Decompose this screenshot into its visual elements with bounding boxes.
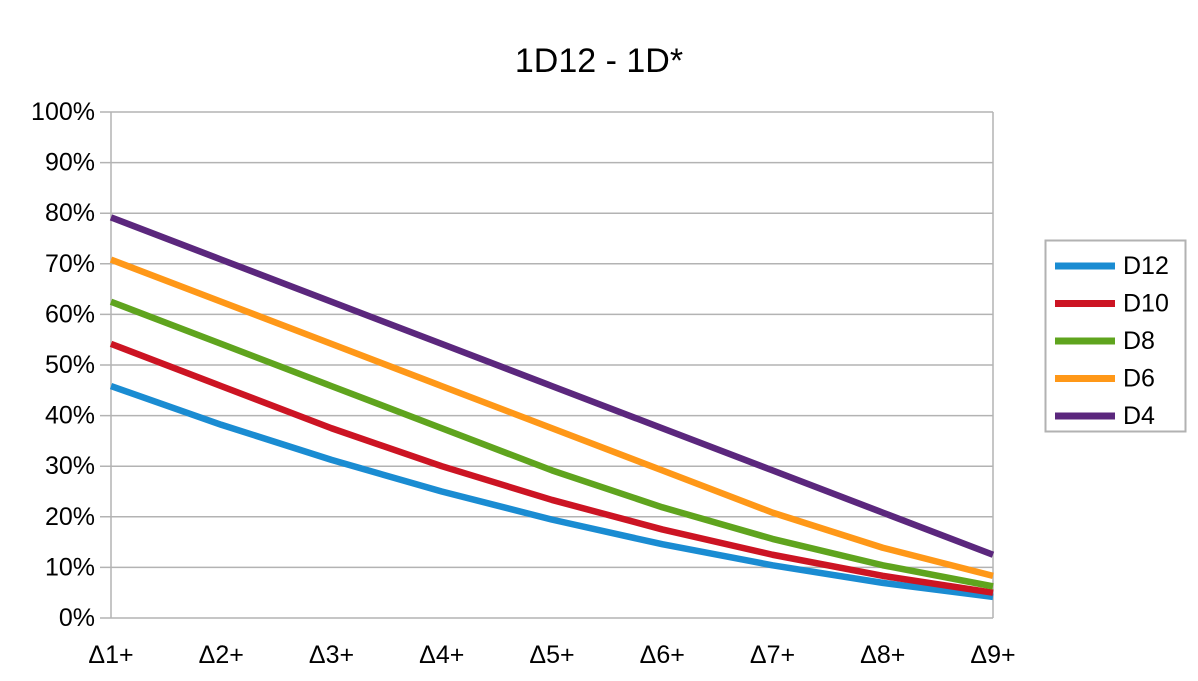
- y-axis-label-100%: 100%: [31, 98, 95, 126]
- x-axis-label-3: Δ3+: [309, 641, 354, 669]
- series-line-D10: [109, 340, 994, 596]
- series-line-D12: [109, 383, 994, 601]
- y-axis-label-50%: 50%: [45, 351, 95, 379]
- y-axis-label-80%: 80%: [45, 199, 95, 227]
- series-line-D6: [109, 256, 994, 579]
- x-axis-label-8: Δ8+: [860, 641, 905, 669]
- y-axis-label-90%: 90%: [45, 149, 95, 177]
- x-axis-label-1: Δ1+: [88, 641, 133, 669]
- legend-label-D8: D8: [1123, 327, 1155, 355]
- legend-box: [1044, 239, 1187, 433]
- x-axis-label-6: Δ6+: [640, 641, 685, 669]
- legend-label-D6: D6: [1123, 365, 1155, 393]
- chart-title: 1D12 - 1D*: [514, 42, 684, 80]
- legend-label-D4: D4: [1123, 402, 1155, 430]
- y-axis-label-30%: 30%: [45, 452, 95, 480]
- x-axis-label-5: Δ5+: [529, 641, 574, 669]
- series-line-D4: [109, 214, 995, 558]
- x-axis-label-2: Δ2+: [199, 641, 244, 669]
- y-axis-label-0%: 0%: [59, 604, 95, 632]
- x-axis-label-9: Δ9+: [970, 641, 1015, 669]
- series-line-D8: [109, 298, 994, 590]
- legend-label-D12: D12: [1123, 252, 1169, 280]
- y-axis-label-40%: 40%: [45, 402, 95, 430]
- legend-label-D10: D10: [1123, 290, 1169, 318]
- y-axis-label-20%: 20%: [45, 503, 95, 531]
- y-axis-label-10%: 10%: [45, 553, 95, 581]
- x-axis-label-7: Δ7+: [750, 641, 795, 669]
- y-axis-label-60%: 60%: [45, 300, 95, 328]
- x-axis-label-4: Δ4+: [419, 641, 464, 669]
- y-axis-label-70%: 70%: [45, 250, 95, 278]
